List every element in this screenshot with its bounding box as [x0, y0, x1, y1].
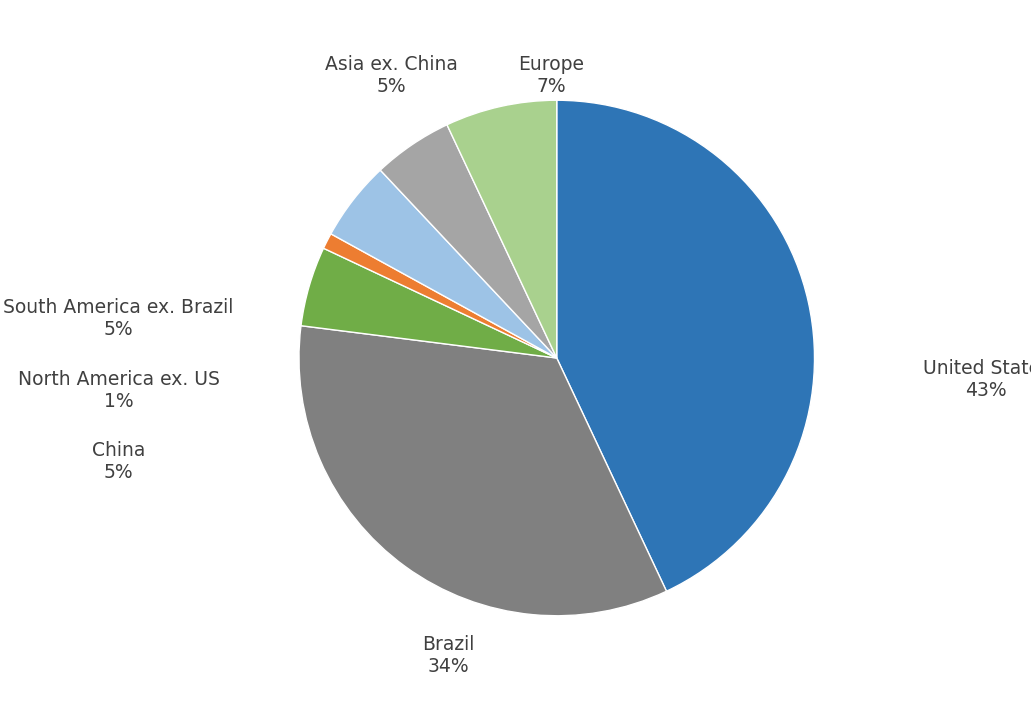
- Text: Europe
7%: Europe 7%: [519, 54, 585, 96]
- Wedge shape: [331, 170, 557, 358]
- Wedge shape: [380, 125, 557, 358]
- Wedge shape: [447, 100, 557, 358]
- Text: United States
43%: United States 43%: [923, 359, 1031, 400]
- Wedge shape: [557, 100, 814, 591]
- Wedge shape: [301, 248, 557, 358]
- Text: Brazil
34%: Brazil 34%: [423, 634, 474, 676]
- Text: Asia ex. China
5%: Asia ex. China 5%: [326, 54, 458, 96]
- Text: China
5%: China 5%: [92, 441, 145, 483]
- Text: South America ex. Brazil
5%: South America ex. Brazil 5%: [3, 298, 234, 339]
- Wedge shape: [299, 326, 666, 616]
- Text: North America ex. US
1%: North America ex. US 1%: [18, 369, 220, 411]
- Wedge shape: [324, 234, 557, 358]
